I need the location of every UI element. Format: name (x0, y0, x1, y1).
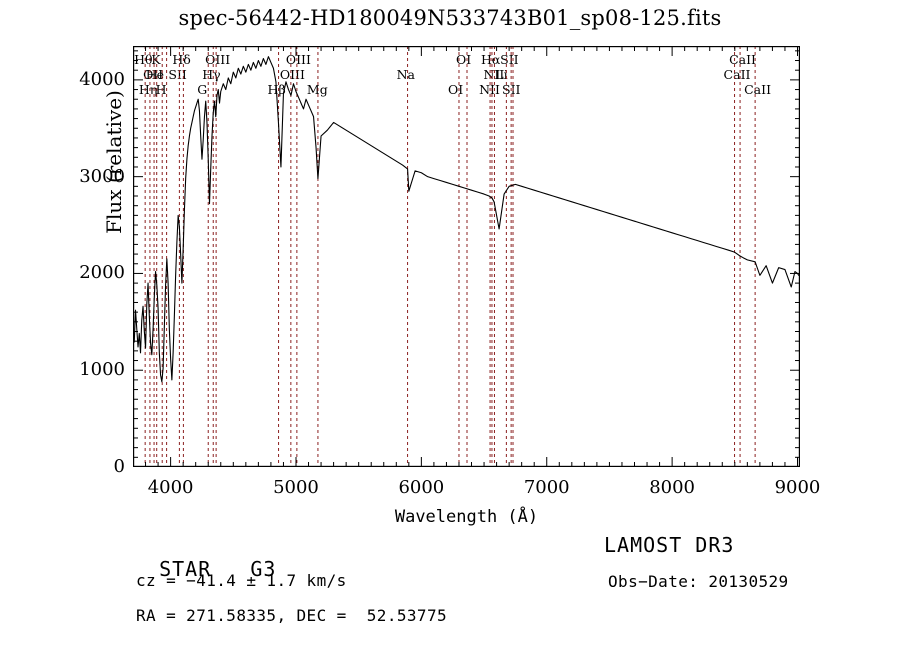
y-tick-label: 2000 (79, 262, 125, 284)
plot-border (133, 46, 800, 467)
spectral-line-label: Hδ (172, 52, 191, 67)
spectral-line-label: NII (483, 67, 505, 82)
spectral-line-label: OI (456, 52, 472, 67)
spectral-line-label: H (155, 82, 167, 97)
spectral-line-label: SII (168, 67, 187, 82)
spectral-line-label: CaII (744, 82, 772, 97)
spectral-line-label: G (197, 82, 208, 97)
x-tick-label: 4000 (147, 477, 194, 498)
x-tick-label: 6000 (398, 477, 445, 498)
y-tick-label: 4000 (79, 68, 125, 90)
coordinates: RA = 271.58335, DEC = 52.53775 (136, 606, 448, 625)
spectral-line-label: Li (495, 67, 508, 82)
y-tick-label: 1000 (79, 359, 125, 381)
spectral-line-label: Na (396, 67, 415, 82)
spectrum-plot (133, 46, 800, 467)
flux-curve (133, 56, 800, 383)
observation-date: Obs−Date: 20130529 (608, 572, 789, 591)
spectral-line-label: Hη (138, 82, 158, 97)
survey-label: LAMOST DR3 (604, 533, 735, 557)
spectral-line-label: OII (143, 67, 164, 82)
page-title: spec-56442-HD180049N533743B01_sp08-125.f… (178, 6, 722, 30)
object-type-label: STAR G3 (159, 557, 277, 581)
redshift-velocity: cz = −41.4 ± 1.7 km/s (136, 571, 347, 590)
spectral-line-label: Mg (306, 82, 328, 97)
spectral-line-label: K (151, 52, 161, 67)
spectral-line-label: OIII (205, 52, 231, 67)
y-tick-label: 3000 (79, 165, 125, 187)
spectral-line-label: Hα (480, 52, 501, 67)
marker-line-group (144, 46, 756, 467)
y-tick-label: 0 (113, 456, 125, 477)
x-tick-label: 8000 (649, 477, 696, 498)
spectral-line-label: OIII (279, 67, 305, 82)
x-tick-label: 7000 (523, 477, 570, 498)
x-tick-label: 5000 (273, 477, 319, 498)
spectral-line-label: SII (500, 52, 519, 67)
spectrum-svg (133, 46, 800, 467)
x-tick-label: 9000 (774, 477, 821, 498)
spectral-line-label: CaII (723, 67, 751, 82)
spectral-line-label: OIII (285, 52, 311, 67)
spectral-line-label: Hθ (134, 52, 153, 67)
x-axis-label: Wavelength (Å) (394, 507, 539, 527)
spectral-line-label: OI (447, 82, 464, 97)
spectral-line-label: NII (479, 82, 500, 97)
spectral-line-label: CaII (729, 52, 756, 67)
